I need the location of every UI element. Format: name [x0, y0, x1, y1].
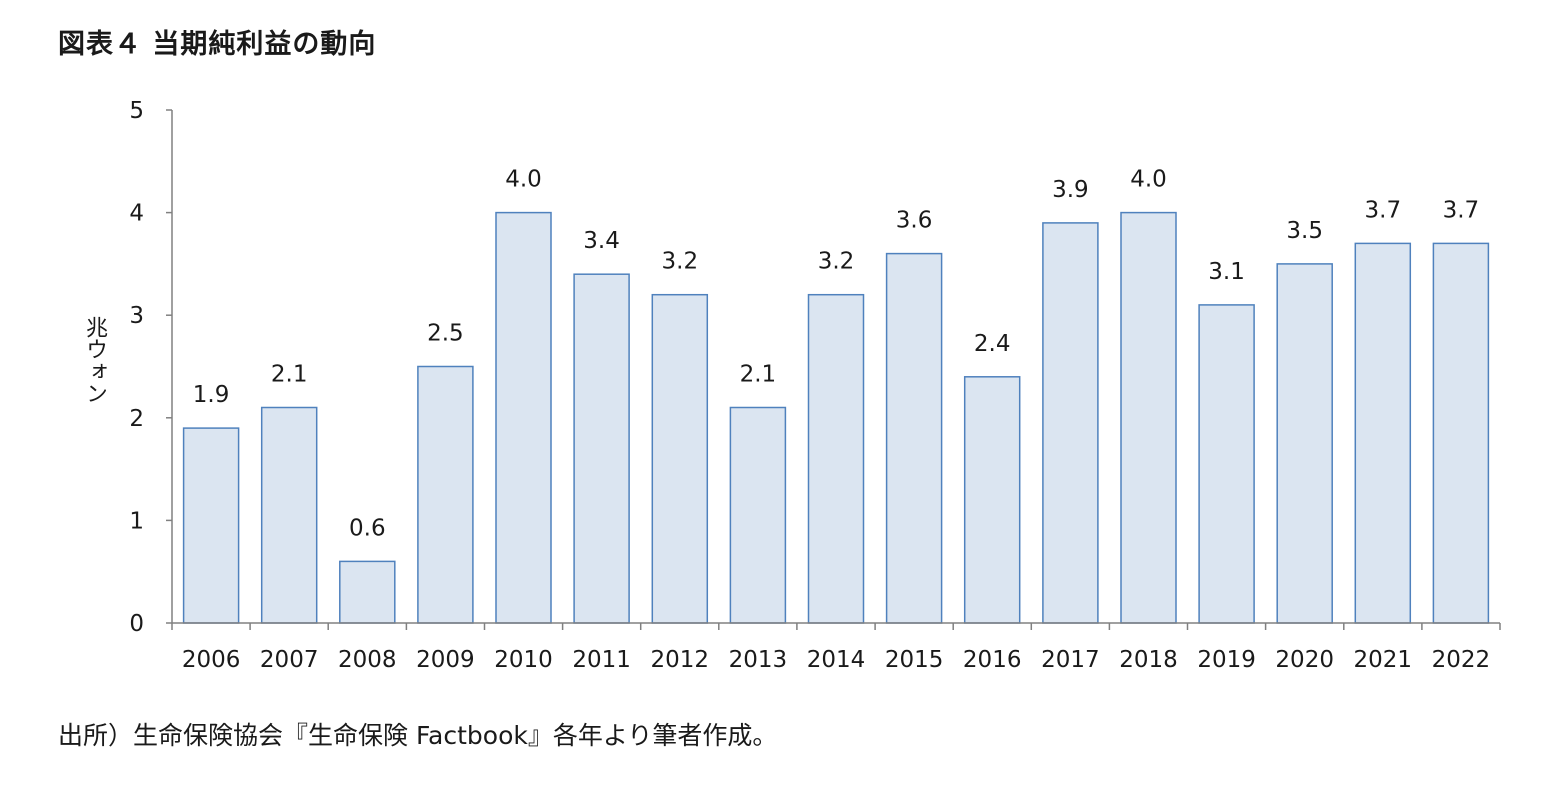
x-tick-label-2010: 2010 — [494, 647, 553, 673]
bar-2006 — [182, 427, 240, 624]
x-tick-label-2009: 2009 — [416, 647, 475, 673]
bars-group — [182, 211, 1490, 624]
x-tick-label-2020: 2020 — [1275, 647, 1334, 673]
x-tick-label-2019: 2019 — [1197, 647, 1256, 673]
y-tick-label-2: 2 — [129, 406, 144, 432]
data-label-2011: 3.4 — [583, 228, 620, 254]
data-label-2021: 3.7 — [1365, 197, 1402, 223]
x-tick-label-2007: 2007 — [260, 647, 319, 673]
y-tick-label-1: 1 — [129, 508, 144, 534]
data-label-2018: 4.0 — [1130, 167, 1167, 193]
axes-group — [171, 110, 1500, 624]
data-label-2014: 3.2 — [818, 249, 855, 275]
data-label-2007: 2.1 — [271, 362, 308, 388]
x-tick-label-2017: 2017 — [1041, 647, 1100, 673]
bar-2008 — [339, 560, 396, 624]
y-tick-label-3: 3 — [129, 303, 144, 329]
source-note: 出所）生命保険協会『生命保険 Factbook』各年より筆者作成。 — [58, 721, 778, 750]
x-tick-label-2016: 2016 — [963, 647, 1022, 673]
data-label-2009: 2.5 — [427, 321, 464, 347]
x-tick-label-2018: 2018 — [1119, 647, 1178, 673]
data-label-2019: 3.1 — [1208, 259, 1245, 285]
bar-2017 — [1042, 222, 1099, 624]
x-tick-label-2013: 2013 — [729, 647, 788, 673]
y-ticks-group: 0 1 2 3 4 5 — [129, 98, 172, 637]
x-tick-label-2015: 2015 — [885, 647, 944, 673]
bar-2009 — [417, 365, 474, 624]
bar-2013 — [729, 406, 787, 624]
bar-2019 — [1198, 304, 1255, 624]
x-tick-label-2021: 2021 — [1354, 647, 1413, 673]
bar-2015 — [885, 252, 943, 624]
bar-2016 — [963, 376, 1021, 624]
x-tick-label-2022: 2022 — [1432, 647, 1491, 673]
bar-2020 — [1276, 263, 1333, 624]
bar-2010 — [495, 211, 552, 624]
x-tick-label-2011: 2011 — [572, 647, 631, 673]
data-label-2008: 0.6 — [349, 515, 386, 541]
bar-2007 — [260, 406, 318, 624]
x-tick-label-2008: 2008 — [338, 647, 397, 673]
data-labels-group: 1.9 2.1 0.6 2.5 4.0 3.4 3.2 2.1 3.2 3.6 2.4 3.9 4.0 3… — [193, 167, 1479, 542]
data-label-2022: 3.7 — [1443, 197, 1480, 223]
chart-title: 図表４ 当期純利益の動向 — [58, 29, 377, 60]
y-tick-label-5: 5 — [129, 98, 144, 124]
data-label-2015: 3.6 — [896, 208, 933, 234]
y-tick-label-0: 0 — [129, 611, 144, 637]
bar-2011 — [573, 273, 630, 624]
data-label-2010: 4.0 — [505, 167, 542, 193]
y-axis-label: 兆ウォン — [82, 316, 107, 404]
data-label-2020: 3.5 — [1286, 218, 1323, 244]
data-label-2013: 2.1 — [740, 362, 777, 388]
bar-2012 — [651, 293, 709, 624]
data-label-2017: 3.9 — [1052, 177, 1089, 203]
x-tick-label-2006: 2006 — [182, 647, 241, 673]
x-ticks-group: 2006 2007 2008 2009 2010 2011 2012 2013 2014 2015… — [171, 623, 1501, 673]
bar-2021 — [1354, 242, 1412, 624]
bar-2014 — [807, 293, 865, 624]
bar-2022 — [1432, 242, 1490, 624]
data-label-2016: 2.4 — [974, 331, 1011, 357]
y-tick-label-4: 4 — [129, 201, 144, 227]
x-tick-label-2012: 2012 — [651, 647, 710, 673]
data-label-2012: 3.2 — [662, 249, 699, 275]
bar-2018 — [1120, 211, 1177, 624]
data-label-2006: 1.9 — [193, 382, 230, 408]
x-tick-label-2014: 2014 — [807, 647, 866, 673]
